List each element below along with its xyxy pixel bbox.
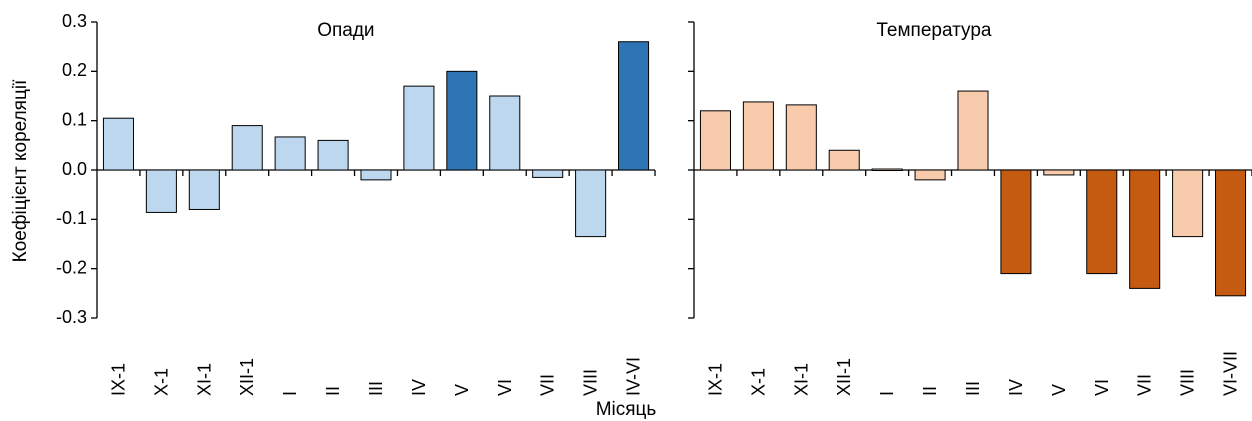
x-tick-label: VI: [495, 379, 515, 396]
x-tick-label: VIII: [581, 369, 601, 396]
panel-2: IX-1 X-1 XI-1 XII-1 I II III IV V VI VII VIII VI-VII…: [688, 20, 1252, 396]
bar-VIII: [1172, 169, 1204, 238]
x-tick-label: V: [1049, 384, 1069, 396]
y-tick-label: 0.1: [62, 109, 87, 129]
x-tick-label: IX-1: [108, 363, 128, 396]
bar-III: [957, 90, 989, 171]
bar-IX-1: [699, 110, 731, 171]
panel-title: Опади: [317, 20, 374, 41]
bar-I: [274, 136, 306, 171]
y-axis-title: Коефіцієнт кореляції: [10, 79, 31, 262]
x-tick-label: IV: [1006, 379, 1026, 396]
bar-X-1: [145, 169, 177, 213]
x-tick-label: II: [323, 386, 343, 396]
bar-II: [914, 169, 946, 181]
x-tick-label: VI: [1092, 379, 1112, 396]
x-tick-label: XI-1: [194, 363, 214, 396]
bar-XII-1: [231, 125, 263, 171]
x-tick-label: XI-1: [791, 363, 811, 396]
bar-XII-1: [828, 149, 860, 171]
bar-IV-VI: [618, 41, 650, 171]
panel-title: Температура: [876, 20, 992, 41]
x-tick-label: IV-VI: [624, 357, 644, 396]
bar-IX-1: [102, 117, 134, 171]
bar-XI-1: [188, 169, 220, 210]
x-tick-label: IV: [409, 379, 429, 396]
x-tick-label: III: [963, 381, 983, 396]
bar-IV: [1000, 169, 1032, 275]
bar-II: [317, 139, 349, 171]
bar-VII: [532, 169, 564, 178]
bar-VI: [1086, 169, 1118, 275]
x-tick-label: II: [920, 386, 940, 396]
x-tick-label: X-1: [151, 368, 171, 396]
y-tick-label: 0.0: [62, 159, 87, 179]
x-tick-label: X-1: [748, 368, 768, 396]
bar-VIII: [575, 169, 607, 238]
bar-VI: [489, 95, 521, 171]
x-tick-label: VII: [1135, 374, 1155, 396]
y-tick-label: 0.3: [62, 11, 87, 31]
x-tick-label: V: [452, 384, 472, 396]
bar-V: [446, 70, 478, 171]
bar-V: [1043, 169, 1075, 176]
x-tick-label: XII-1: [834, 358, 854, 396]
bar-VII: [1129, 169, 1161, 289]
x-tick-label: III: [366, 381, 386, 396]
x-tick-label: XII-1: [237, 358, 257, 396]
x-axis-title: Місяць: [596, 399, 657, 420]
bar-VI-VII: [1215, 169, 1247, 297]
bar-I: [871, 168, 903, 172]
x-tick-label: VII: [538, 374, 558, 396]
y-tick-label: -0.2: [56, 257, 87, 277]
panel-1: -0.3 -0.2 -0.1 0.0 0.1 0.2 0.3 IX-1 X-1 XI-1 XII-1…: [56, 11, 656, 396]
bar-X-1: [742, 101, 774, 171]
x-tick-label: VI-VII: [1221, 351, 1241, 396]
bar-XI-1: [785, 104, 817, 171]
y-tick-label: -0.1: [56, 208, 87, 228]
x-tick-label: VIII: [1178, 369, 1198, 396]
x-tick-label: I: [280, 391, 300, 396]
bar-IV: [403, 85, 435, 171]
x-tick-label: I: [877, 391, 897, 396]
y-tick-label: 0.2: [62, 60, 87, 80]
x-tick-label: IX-1: [705, 363, 725, 396]
y-tick-label: -0.3: [56, 307, 87, 327]
bar-III: [360, 169, 392, 181]
